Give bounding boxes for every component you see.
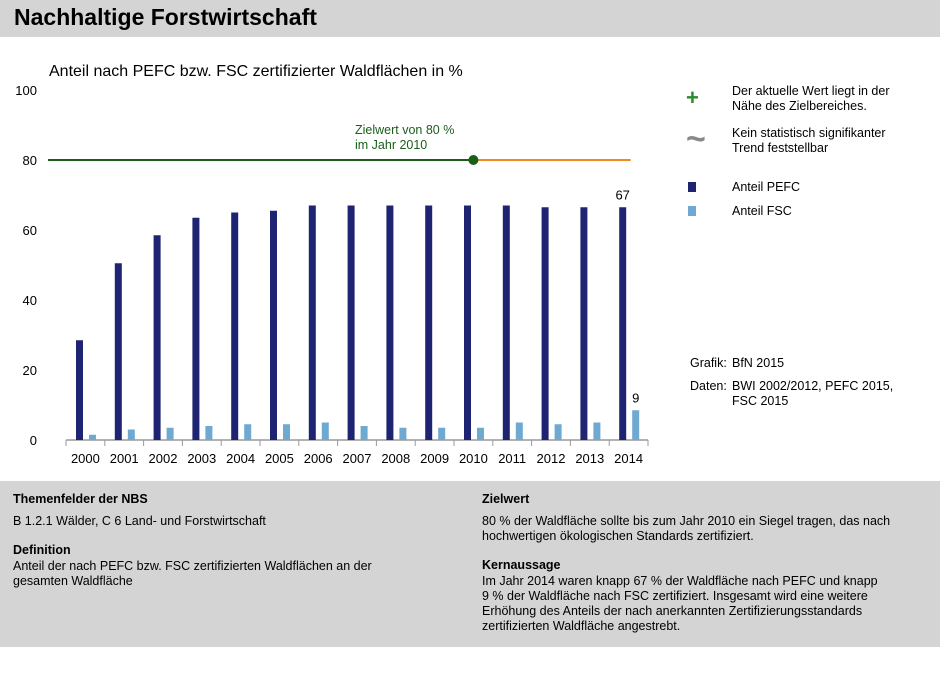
bar-fsc xyxy=(321,422,329,440)
x-tick-label: 2002 xyxy=(149,451,178,466)
credit-daten-line: BWI 2002/2012, PEFC 2015, xyxy=(732,379,894,393)
kernaussage-line: Im Jahr 2014 waren knapp 67 % der Waldfl… xyxy=(482,574,878,588)
x-tick-label: 2004 xyxy=(226,451,255,466)
bar-pefc xyxy=(76,340,83,440)
x-tick-label: 2010 xyxy=(459,451,488,466)
definition-text: Anteil der nach PEFC bzw. FSC zertifizie… xyxy=(13,559,372,589)
page-title: Nachhaltige Forstwirtschaft xyxy=(14,4,317,30)
bar-pefc xyxy=(464,205,471,440)
credit-grafik-value: BfN 2015 xyxy=(732,356,785,370)
kernaussage-line: 9 % der Waldfläche nach FSC zertifiziert… xyxy=(482,589,868,603)
x-tick-label: 2000 xyxy=(71,451,100,466)
target-point xyxy=(468,155,479,165)
legend-text-line: Nähe des Zielbereiches. xyxy=(732,99,867,113)
data-label: 67 xyxy=(615,187,629,202)
bar-fsc xyxy=(166,427,174,440)
credit-daten-label: Daten: xyxy=(690,379,727,393)
x-tick-label: 2014 xyxy=(614,451,643,466)
credit-daten-value: BWI 2002/2012, PEFC 2015, FSC 2015 xyxy=(732,379,932,409)
bar-pefc xyxy=(386,205,394,440)
x-tick-label: 2005 xyxy=(265,451,294,466)
y-tick-label: 20 xyxy=(23,363,37,378)
bar-pefc xyxy=(270,210,277,440)
definition-heading: Definition xyxy=(13,543,71,557)
legend-text-line: Der aktuelle Wert liegt in der xyxy=(732,84,890,98)
x-tick-label: 2011 xyxy=(498,451,526,466)
y-tick-label: 0 xyxy=(30,433,37,448)
legend-text-line: Trend feststellbar xyxy=(732,141,829,155)
themen-heading: Themenfelder der NBS xyxy=(13,492,148,506)
target-label: im Jahr 2010 xyxy=(355,138,427,152)
legend-label-fsc: Anteil FSC xyxy=(732,204,792,218)
plus-icon: + xyxy=(686,85,699,110)
header-bar: Nachhaltige Forstwirtschaft xyxy=(0,0,940,37)
legend-text-target-status: Der aktuelle Wert liegt in der Nähe des Z… xyxy=(732,84,889,114)
pefc-swatch-icon xyxy=(688,182,696,192)
bar-fsc xyxy=(283,424,290,440)
bar-pefc xyxy=(425,205,433,440)
legend-text-trend: Kein statistisch signifikanter Trend fest… xyxy=(732,126,886,156)
x-tick-label: 2013 xyxy=(575,451,604,466)
definition-line: Anteil der nach PEFC bzw. FSC zertifizie… xyxy=(13,559,372,573)
zielwert-text: 80 % der Waldfläche sollte bis zum Jahr … xyxy=(482,514,890,544)
x-tick-label: 2009 xyxy=(420,451,449,466)
zielwert-heading: Zielwert xyxy=(482,492,530,506)
definition-line: gesamten Waldfläche xyxy=(13,574,133,588)
bar-pefc xyxy=(114,263,122,440)
x-tick-label: 2007 xyxy=(343,451,372,466)
zielwert-line: 80 % der Waldfläche sollte bis zum Jahr … xyxy=(482,514,891,528)
zielwert-line: hochwertigen ökologischen Standards zert… xyxy=(482,529,754,543)
kernaussage-line: zertifizierten Waldfläche angestrebt. xyxy=(482,619,681,633)
x-tick-label: 2012 xyxy=(537,451,566,466)
info-panel: Themenfelder der NBS B 1.2.1 Wälder, C 6… xyxy=(0,481,940,647)
bar-pefc xyxy=(580,207,588,440)
x-tick-label: 2003 xyxy=(187,451,216,466)
themen-text: B 1.2.1 Wälder, C 6 Land- und Forstwirts… xyxy=(13,514,266,528)
data-label: 9 xyxy=(632,390,639,405)
bar-fsc xyxy=(477,427,484,440)
bar-fsc xyxy=(554,424,562,440)
legend-text-line: Kein statistisch signifikanter xyxy=(732,126,886,140)
bar-fsc xyxy=(593,422,601,440)
kernaussage-text: Im Jahr 2014 waren knapp 67 % der Waldfl… xyxy=(482,574,878,634)
fsc-swatch-icon xyxy=(688,206,696,216)
bar-pefc xyxy=(153,235,161,440)
bar-pefc xyxy=(308,205,316,440)
bar-pefc xyxy=(192,217,200,440)
credit-grafik-label: Grafik: xyxy=(690,356,727,370)
legend-label-pefc: Anteil PEFC xyxy=(732,180,801,194)
x-tick-label: 2001 xyxy=(110,451,139,466)
chart-title: Anteil nach PEFC bzw. FSC zertifizierter… xyxy=(49,63,463,80)
bar-fsc xyxy=(244,424,252,440)
x-tick-label: 2008 xyxy=(381,451,410,466)
bar-fsc xyxy=(399,427,407,440)
bar-fsc xyxy=(127,429,135,440)
bar-chart: 0 20 40 60 80 100 2000 2001 2002 2003 2004 2005 2006… xyxy=(15,83,649,466)
bar-fsc xyxy=(89,434,96,440)
bar-fsc xyxy=(632,410,640,440)
y-tick-label: 60 xyxy=(23,223,37,238)
bar-fsc xyxy=(360,426,368,440)
tilde-icon: ~ xyxy=(686,120,706,158)
target-label: Zielwert von 80 % xyxy=(355,123,454,137)
x-tick-label: 2006 xyxy=(304,451,333,466)
bar-pefc xyxy=(502,205,510,440)
bar-pefc xyxy=(619,207,627,440)
bar-fsc xyxy=(205,426,213,440)
kernaussage-heading: Kernaussage xyxy=(482,558,561,572)
bar-pefc xyxy=(347,205,355,440)
bar-pefc xyxy=(541,207,549,440)
bar-fsc xyxy=(515,422,523,440)
y-tick-label: 80 xyxy=(23,153,37,168)
y-tick-label: 40 xyxy=(23,293,37,308)
kernaussage-line: Erhöhung des Anteils der nach anerkannte… xyxy=(482,604,863,618)
bar-pefc xyxy=(231,212,239,440)
bar-fsc xyxy=(438,427,446,440)
credit-daten-line: FSC 2015 xyxy=(732,394,789,408)
y-tick-label: 100 xyxy=(15,83,37,98)
